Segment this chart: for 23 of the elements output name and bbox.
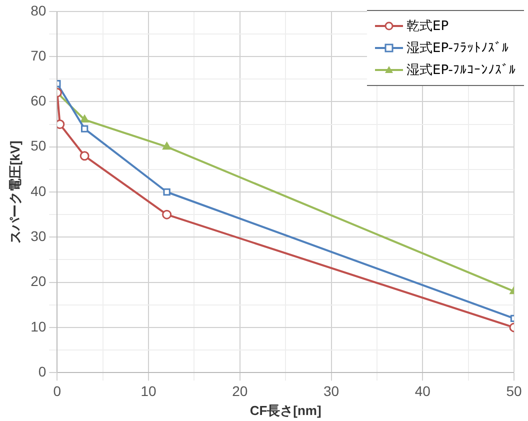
y-tick-label: 60 [30,92,46,109]
y-axis-title: スパーク電圧[kV] [7,140,22,244]
legend-label: 湿式EP-ﾌﾙｺｰﾝﾉｽﾞﾙ [406,62,516,79]
y-tick-label: 80 [30,2,46,18]
x-tick-label: 0 [53,382,62,399]
x-tick-label: 40 [414,382,431,399]
legend-label: 湿式EP-ﾌﾗｯﾄﾉｽﾞﾙ [406,40,509,57]
point [57,120,65,130]
x-axis-title: CF長さ[nm] [250,402,322,418]
x-tick-label: 20 [232,382,248,399]
point [162,142,172,150]
x-tick-label: 50 [506,382,522,399]
y-tick-label: 70 [30,47,46,64]
y-tick-label: 40 [30,182,46,199]
y-tick-label: 50 [30,138,46,154]
x-tick-label: 10 [140,382,157,399]
legend-label: 乾式EP [406,18,449,35]
x-tick-label: 30 [323,382,340,399]
point [80,115,89,123]
y-tick-label: 10 [30,318,46,334]
y-tick-label: 20 [30,273,46,290]
y-tick-label: 30 [30,228,46,244]
y-tick-label: 0 [38,363,46,380]
